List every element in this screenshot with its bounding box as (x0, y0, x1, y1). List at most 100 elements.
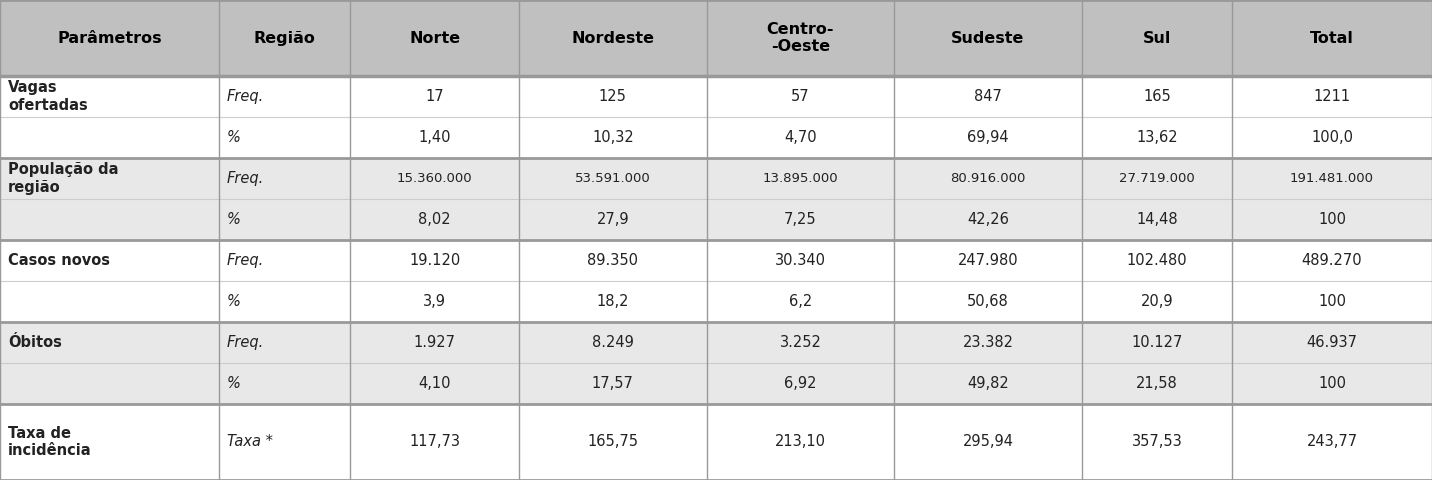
Text: 125: 125 (599, 89, 627, 104)
Text: 57: 57 (790, 89, 809, 104)
Bar (518, 404, 706, 480)
Bar (351, 117, 518, 158)
Text: 165,75: 165,75 (587, 434, 639, 449)
Text: 213,10: 213,10 (775, 434, 826, 449)
Text: 6,2: 6,2 (789, 294, 812, 309)
Text: 8,02: 8,02 (418, 212, 451, 227)
Text: 165: 165 (1143, 89, 1171, 104)
Bar (0, 76, 219, 117)
Text: 102.480: 102.480 (1127, 253, 1187, 268)
Text: Freq.: Freq. (226, 335, 263, 350)
Text: Parâmetros: Parâmetros (57, 31, 162, 46)
Bar (894, 363, 1081, 404)
Bar (219, 363, 351, 404)
Bar (351, 76, 518, 117)
Bar (894, 240, 1081, 281)
Bar (706, 199, 894, 240)
Text: 23.382: 23.382 (962, 335, 1014, 350)
Bar (706, 76, 894, 117)
Bar (0, 0, 219, 76)
Bar (351, 404, 518, 480)
Text: 489.270: 489.270 (1302, 253, 1362, 268)
Bar (219, 0, 351, 76)
Text: 1,40: 1,40 (418, 130, 451, 145)
Bar (894, 76, 1081, 117)
Text: Centro-
-Oeste: Centro- -Oeste (766, 22, 835, 54)
Bar (219, 117, 351, 158)
Bar (1081, 363, 1232, 404)
Bar (1081, 281, 1232, 322)
Bar (219, 76, 351, 117)
Bar (0, 404, 219, 480)
Text: 8.249: 8.249 (591, 335, 634, 350)
Text: 21,58: 21,58 (1136, 376, 1177, 391)
Text: Nordeste: Nordeste (571, 31, 654, 46)
Text: 30.340: 30.340 (775, 253, 826, 268)
Text: %: % (226, 212, 241, 227)
Bar (1081, 76, 1232, 117)
Bar (894, 404, 1081, 480)
Bar (894, 199, 1081, 240)
Bar (1232, 199, 1432, 240)
Bar (219, 240, 351, 281)
Text: %: % (226, 130, 241, 145)
Bar (1232, 158, 1432, 199)
Bar (518, 281, 706, 322)
Bar (894, 158, 1081, 199)
Bar (0, 240, 219, 281)
Text: 13,62: 13,62 (1136, 130, 1177, 145)
Text: 46.937: 46.937 (1306, 335, 1358, 350)
Text: 53.591.000: 53.591.000 (574, 172, 650, 185)
Bar (1081, 158, 1232, 199)
Text: Região: Região (253, 31, 315, 46)
Text: Vagas
ofertadas: Vagas ofertadas (9, 80, 87, 113)
Text: Freq.: Freq. (226, 89, 263, 104)
Text: %: % (226, 376, 241, 391)
Bar (706, 404, 894, 480)
Text: Casos novos: Casos novos (9, 253, 110, 268)
Bar (1232, 363, 1432, 404)
Text: 100,0: 100,0 (1310, 130, 1353, 145)
Text: Sudeste: Sudeste (951, 31, 1025, 46)
Bar (1232, 76, 1432, 117)
Text: Sul: Sul (1143, 31, 1171, 46)
Text: 3.252: 3.252 (779, 335, 822, 350)
Bar (706, 281, 894, 322)
Text: 19.120: 19.120 (410, 253, 460, 268)
Bar (894, 117, 1081, 158)
Bar (219, 404, 351, 480)
Text: 18,2: 18,2 (597, 294, 629, 309)
Bar (518, 363, 706, 404)
Bar (1081, 240, 1232, 281)
Bar (706, 322, 894, 363)
Text: Taxa *: Taxa * (226, 434, 274, 449)
Bar (1232, 404, 1432, 480)
Bar (0, 117, 219, 158)
Text: 4,10: 4,10 (418, 376, 451, 391)
Bar (351, 158, 518, 199)
Text: 15.360.000: 15.360.000 (397, 172, 473, 185)
Bar (518, 199, 706, 240)
Text: Óbitos: Óbitos (9, 335, 62, 350)
Text: População da
região: População da região (9, 162, 119, 195)
Text: 27.719.000: 27.719.000 (1118, 172, 1194, 185)
Bar (706, 363, 894, 404)
Text: %: % (226, 294, 241, 309)
Bar (518, 240, 706, 281)
Bar (351, 199, 518, 240)
Bar (1081, 199, 1232, 240)
Bar (894, 322, 1081, 363)
Text: 295,94: 295,94 (962, 434, 1014, 449)
Text: 14,48: 14,48 (1136, 212, 1177, 227)
Bar (0, 363, 219, 404)
Text: Total: Total (1310, 31, 1353, 46)
Bar (1081, 0, 1232, 76)
Bar (351, 322, 518, 363)
Text: 17: 17 (425, 89, 444, 104)
Bar (1081, 322, 1232, 363)
Text: 27,9: 27,9 (597, 212, 629, 227)
Bar (518, 117, 706, 158)
Text: 243,77: 243,77 (1306, 434, 1358, 449)
Text: 100: 100 (1317, 212, 1346, 227)
Bar (219, 281, 351, 322)
